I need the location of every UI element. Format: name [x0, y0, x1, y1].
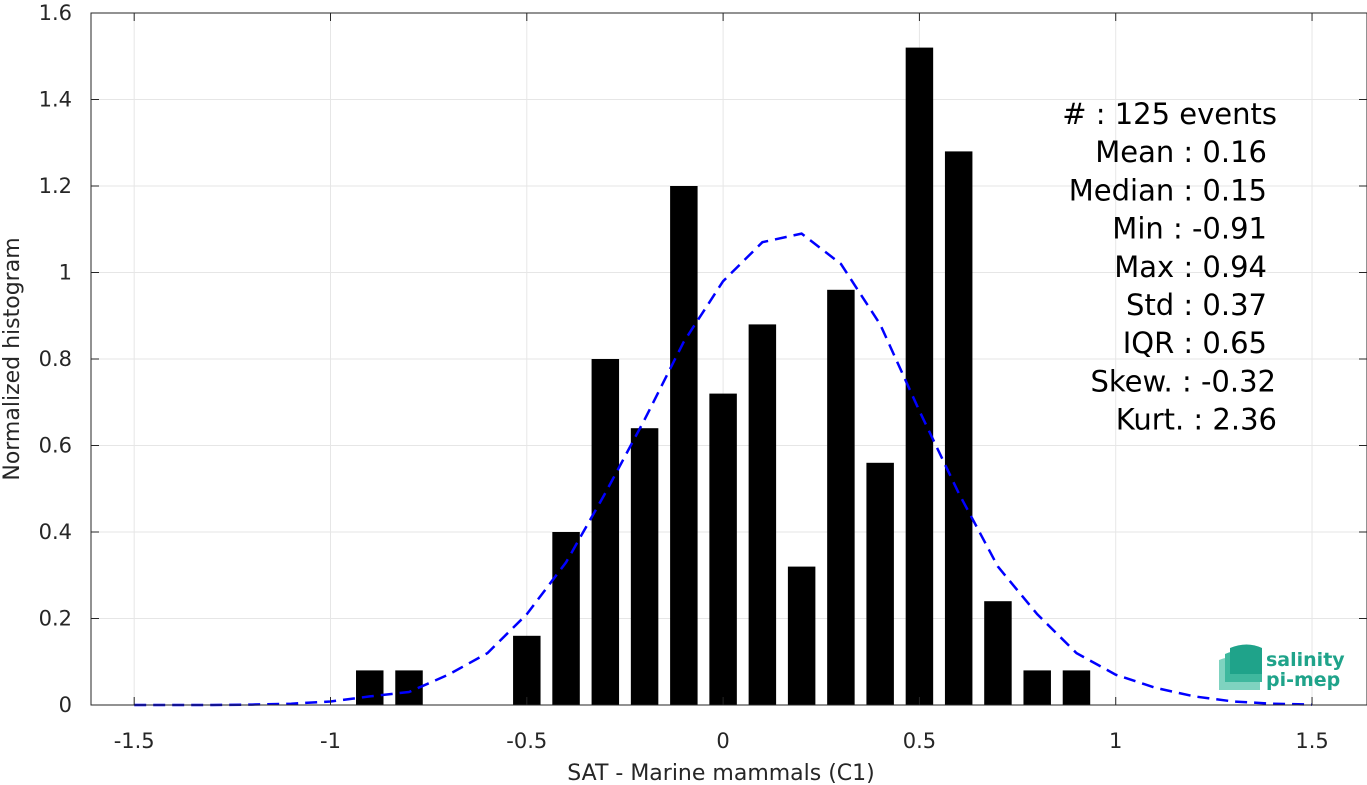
x-tick-label: 1: [1109, 729, 1122, 753]
stat-line: Median : 0.15: [1069, 173, 1267, 207]
histogram-bar: [944, 151, 973, 705]
histogram-bar: [552, 532, 580, 705]
histogram-bars: [356, 47, 1091, 706]
y-tick-label: 0.6: [39, 434, 72, 458]
y-tick-label: 1: [59, 261, 72, 285]
stat-line: Kurt. : 2.36: [1116, 403, 1277, 437]
histogram-bar: [748, 324, 777, 705]
y-tick-labels: 0 0.2 0.4 0.6 0.8 1 1.2 1.4 1.6: [39, 1, 72, 717]
stat-line: Mean : 0.16: [1095, 135, 1267, 169]
histogram-bar: [905, 47, 934, 706]
y-tick-label: 0.8: [39, 347, 72, 371]
histogram-bar: [787, 566, 816, 705]
y-tick-label: 1.4: [39, 88, 72, 112]
x-tick-label: -1: [320, 729, 341, 753]
histogram-bar: [984, 601, 1012, 705]
logo-wave-icon: [1219, 644, 1262, 690]
stats-annotation-block: # : 125 events Mean : 0.16 Median : 0.15 Mi…: [1062, 97, 1277, 437]
salinity-pimep-logo: salinity pi-mep: [1219, 644, 1345, 691]
histogram-bar: [513, 635, 541, 705]
histogram-bar: [356, 670, 384, 705]
histogram-bar: [1023, 670, 1051, 705]
y-tick-label: 1.6: [39, 1, 72, 25]
y-tick-label: 0: [59, 693, 72, 717]
stat-line: Min : -0.91: [1112, 212, 1267, 246]
stat-line: Max : 0.94: [1114, 250, 1267, 284]
x-tick-labels: -1.5 -1 -0.5 0 0.5 1 1.5: [114, 729, 1329, 753]
y-axis-label: Normalized histogram: [0, 237, 25, 480]
histogram-bar: [709, 393, 737, 705]
x-tick-label: 1.5: [1295, 729, 1328, 753]
histogram-bar: [866, 462, 894, 705]
x-tick-label: 0: [716, 729, 729, 753]
logo-text-salinity: salinity: [1266, 649, 1345, 671]
y-tick-label: 0.2: [39, 607, 72, 631]
logo-text-pimep: pi-mep: [1266, 669, 1340, 691]
x-tick-label: 0.5: [903, 729, 936, 753]
histogram-bar: [827, 289, 855, 705]
x-tick-label: -1.5: [114, 729, 155, 753]
stat-line: Skew. : -0.32: [1090, 364, 1276, 398]
x-axis-label: SAT - Marine mammals (C1): [567, 761, 875, 785]
histogram-bar: [630, 428, 659, 705]
x-tick-label: -0.5: [506, 729, 547, 753]
y-tick-label: 1.2: [39, 174, 72, 198]
y-tick-label: 0.4: [39, 520, 72, 544]
stat-line: Std : 0.37: [1126, 288, 1267, 322]
histogram-bar: [591, 359, 620, 705]
axes: [90, 12, 1367, 706]
stat-line: # : 125 events: [1062, 97, 1277, 131]
histogram-bar: [1062, 670, 1091, 705]
histogram-bar: [670, 186, 698, 705]
stat-line: IQR : 0.65: [1123, 326, 1267, 360]
